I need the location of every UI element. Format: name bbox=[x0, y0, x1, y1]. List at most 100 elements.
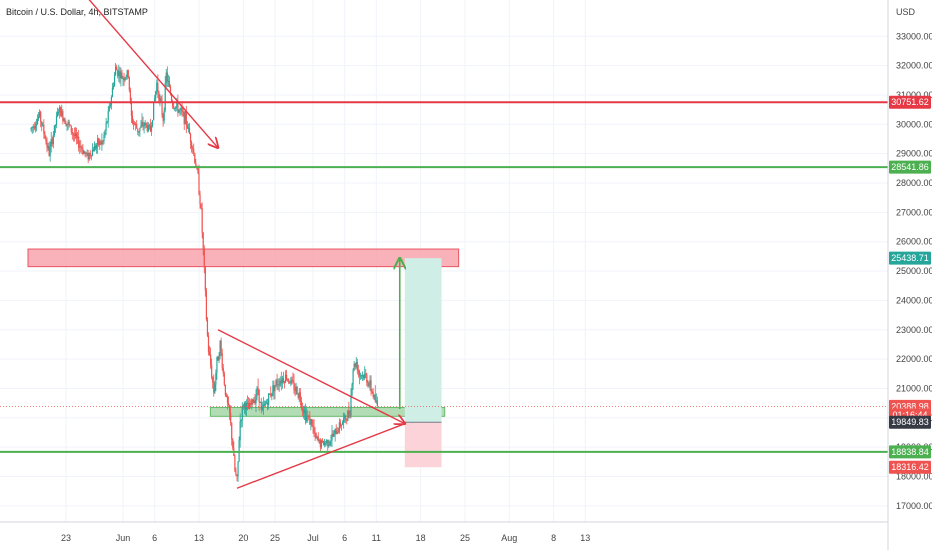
price-tick-label: 29000.00 bbox=[896, 149, 932, 159]
time-tick-label: 18 bbox=[416, 533, 426, 543]
candle-body bbox=[284, 374, 287, 383]
candle-body bbox=[279, 380, 281, 386]
candle-body bbox=[158, 91, 160, 101]
candle-body bbox=[88, 153, 90, 160]
candle-body bbox=[134, 123, 136, 125]
candle-body bbox=[248, 402, 250, 409]
candle-body bbox=[361, 375, 364, 377]
candle-body bbox=[363, 375, 365, 379]
candle-body bbox=[94, 145, 97, 149]
candle-body bbox=[214, 384, 216, 393]
price-tag-label: 01:16:44 bbox=[892, 410, 927, 420]
candle-body bbox=[320, 440, 323, 448]
candle-body bbox=[316, 436, 318, 439]
candle-body bbox=[314, 432, 316, 434]
currency-label: USD bbox=[896, 7, 916, 17]
candle-body bbox=[264, 403, 267, 405]
candle-body bbox=[330, 440, 332, 442]
candle-body bbox=[223, 373, 225, 385]
candle-body bbox=[142, 122, 144, 127]
time-tick-label: 25 bbox=[270, 533, 280, 543]
candle-body bbox=[211, 364, 213, 378]
candle-body bbox=[341, 422, 344, 425]
price-tick-label: 22000.00 bbox=[896, 354, 932, 364]
candle-body bbox=[179, 109, 181, 111]
candle-body bbox=[376, 400, 378, 407]
candle-body bbox=[161, 101, 163, 115]
candle-body bbox=[143, 125, 145, 127]
candle-body bbox=[205, 290, 207, 320]
candle-body bbox=[364, 373, 366, 379]
candle-body bbox=[191, 142, 193, 148]
candle-body bbox=[189, 133, 192, 143]
candle-body bbox=[250, 402, 252, 405]
time-tick-label: Aug bbox=[501, 533, 517, 543]
candle-body bbox=[240, 419, 242, 422]
resistance-zone bbox=[27, 248, 460, 268]
candle-body bbox=[105, 122, 107, 131]
candle-body bbox=[294, 390, 296, 392]
candle-body bbox=[39, 111, 41, 117]
candle-body bbox=[282, 378, 285, 382]
time-tick-label: 8 bbox=[551, 533, 556, 543]
candle-body bbox=[104, 130, 106, 136]
candle-body bbox=[359, 375, 362, 377]
candle-body bbox=[293, 381, 295, 391]
candle-body bbox=[175, 106, 177, 109]
candle-body bbox=[203, 249, 205, 268]
candle-body bbox=[30, 127, 32, 131]
candle-body bbox=[102, 140, 104, 142]
candle-body bbox=[260, 401, 262, 410]
candle-body bbox=[124, 77, 126, 81]
candle-body bbox=[146, 125, 148, 132]
candle-body bbox=[237, 461, 239, 477]
candle-body bbox=[280, 380, 282, 384]
candle-body bbox=[154, 98, 156, 103]
candle-body bbox=[372, 391, 374, 397]
price-tag-label: 20388.98 bbox=[891, 401, 929, 411]
candle-body bbox=[261, 406, 263, 410]
price-tag-bg bbox=[889, 460, 931, 474]
candle-body bbox=[180, 108, 182, 110]
candle-body bbox=[174, 108, 176, 110]
candle-body bbox=[322, 440, 325, 446]
candle-body bbox=[232, 439, 234, 449]
candle-body bbox=[35, 123, 38, 126]
candle-body bbox=[337, 431, 339, 433]
candle-body bbox=[335, 428, 337, 435]
candle-body bbox=[145, 122, 147, 126]
candle-body bbox=[340, 424, 343, 426]
candle-body bbox=[339, 422, 342, 426]
candle-body bbox=[149, 125, 152, 132]
candle-body bbox=[263, 404, 266, 406]
candle-body bbox=[348, 410, 350, 415]
candle-body bbox=[365, 373, 367, 375]
chart-title: Bitcoin / U.S. Dollar, 4h, BITSTAMP bbox=[6, 7, 148, 17]
candle-body bbox=[353, 363, 355, 370]
candle-body bbox=[31, 126, 33, 128]
candle-body bbox=[132, 122, 135, 124]
candle-body bbox=[44, 133, 46, 139]
candle-body bbox=[167, 81, 169, 83]
candle-body bbox=[48, 146, 50, 156]
candle-body bbox=[271, 392, 273, 397]
candle-body bbox=[99, 141, 101, 145]
candle-body bbox=[303, 410, 306, 414]
candle-body bbox=[208, 351, 211, 355]
candle-body bbox=[162, 114, 164, 121]
candle-body bbox=[324, 442, 326, 446]
candle-body bbox=[73, 134, 76, 137]
candle-body bbox=[310, 419, 312, 425]
candle-body bbox=[121, 72, 123, 79]
candle-body bbox=[33, 126, 35, 129]
candle-body bbox=[198, 172, 200, 195]
candle-body bbox=[230, 412, 232, 424]
time-tick-label: 23 bbox=[61, 533, 71, 543]
candle-body bbox=[71, 131, 73, 134]
candle-body bbox=[259, 401, 261, 403]
candle-body bbox=[207, 335, 210, 352]
price-tick-label: 31000.00 bbox=[896, 90, 932, 100]
candle-body bbox=[113, 75, 116, 86]
candle-body bbox=[249, 402, 251, 409]
